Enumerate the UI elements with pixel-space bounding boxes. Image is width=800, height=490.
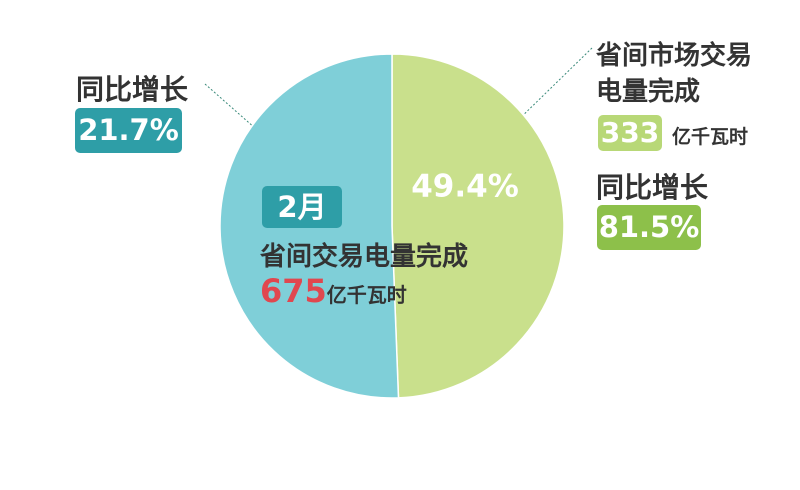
right-growth-badge: 81.5% (597, 205, 701, 250)
left-label: 同比增长 (76, 73, 189, 106)
right-growth-label: 同比增长 (596, 171, 709, 204)
center-label: 省间交易电量完成 (260, 242, 469, 272)
month-badge: 2月 (262, 186, 342, 228)
pie-slice (391, 53, 565, 399)
left-growth-badge: 21.7% (75, 108, 182, 153)
center-unit: 亿千瓦时 (326, 283, 407, 307)
right-unit: 亿千瓦时 (672, 126, 749, 148)
center-value: 675 (260, 272, 327, 310)
right-label: 省间市场交易电量完成 (596, 41, 753, 107)
slice-label: 49.4% (411, 169, 519, 205)
right-value-badge: 333 (598, 115, 662, 151)
leader-line (511, 47, 593, 127)
center-value-row: 675亿千瓦时 (260, 272, 407, 310)
